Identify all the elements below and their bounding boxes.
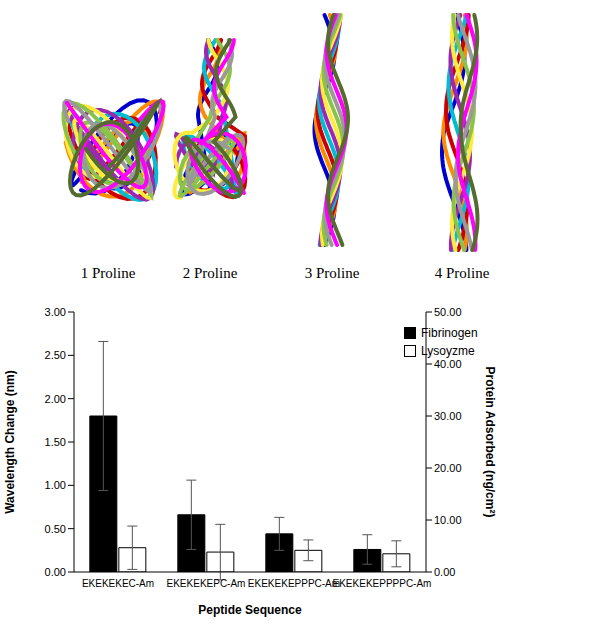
svg-text:2.50: 2.50	[45, 349, 66, 361]
svg-text:2 Proline: 2 Proline	[183, 265, 238, 281]
svg-text:40.00: 40.00	[434, 358, 462, 370]
svg-text:50.00: 50.00	[434, 306, 462, 318]
svg-text:1 Proline: 1 Proline	[81, 265, 136, 281]
svg-text:20.00: 20.00	[434, 462, 462, 474]
html-text:Fibrinogen: Fibrinogen	[421, 326, 478, 340]
svg-text:Wavelength Change (nm): Wavelength Change (nm)	[3, 370, 17, 514]
svg-text:0.00: 0.00	[434, 566, 455, 578]
svg-text:0.00: 0.00	[45, 566, 66, 578]
svg-text:EKEKEKEPC-Am: EKEKEKEPC-Am	[167, 578, 246, 589]
svg-text:Protein Adsorbed (ng/cm²): Protein Adsorbed (ng/cm²)	[483, 367, 497, 518]
svg-text:3.00: 3.00	[45, 306, 66, 318]
svg-text:0.50: 0.50	[45, 523, 66, 535]
html-text:Lysoyzme: Lysoyzme	[421, 344, 475, 358]
svg-text:10.00: 10.00	[434, 514, 462, 526]
svg-text:1.50: 1.50	[45, 436, 66, 448]
svg-text:1.00: 1.00	[45, 479, 66, 491]
svg-text:EKEKEKEC-Am: EKEKEKEC-Am	[82, 578, 154, 589]
svg-text:EKEKEKEPPPPC-Am: EKEKEKEPPPPC-Am	[333, 578, 432, 589]
svg-text:30.00: 30.00	[434, 410, 462, 422]
svg-text:4 Proline: 4 Proline	[435, 265, 490, 281]
svg-text:EKEKEKEPPPC-Am: EKEKEKEPPPC-Am	[248, 578, 340, 589]
svg-text:3 Proline: 3 Proline	[305, 265, 360, 281]
svg-text:2.00: 2.00	[45, 393, 66, 405]
svg-text:Peptide Sequence: Peptide Sequence	[198, 603, 302, 617]
